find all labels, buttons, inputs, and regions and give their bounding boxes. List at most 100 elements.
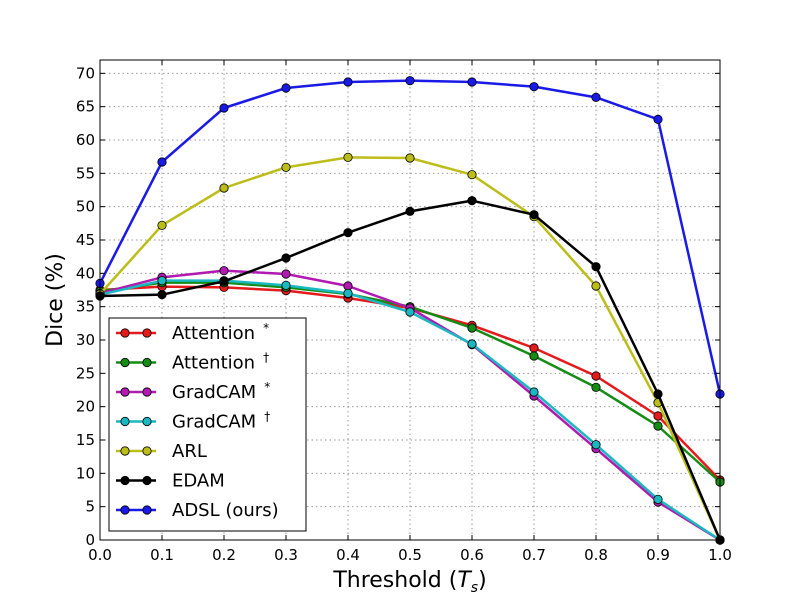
legend-label: GradCAM [172, 412, 256, 433]
y-tick-label: 10 [76, 464, 95, 482]
x-tick-label: 1.0 [708, 546, 732, 564]
legend-marker [120, 446, 130, 456]
data-point [281, 162, 291, 172]
legend-marker [142, 328, 152, 338]
legend-entry: ADSL (ours) [116, 500, 279, 521]
data-point [653, 411, 663, 421]
legend-marker [142, 446, 152, 456]
legend-marker [120, 328, 130, 338]
legend-marker [120, 475, 130, 486]
legend-entry: ARL [116, 441, 207, 462]
y-tick-label: 55 [76, 164, 95, 182]
data-point [219, 276, 229, 286]
data-point [343, 152, 353, 162]
legend-label: ADSL (ours) [172, 500, 279, 521]
data-point [653, 494, 663, 504]
legend-entry: GradCAM * [116, 380, 270, 403]
x-tick-label: 0.6 [460, 546, 484, 564]
series-6 [95, 76, 725, 399]
data-point [529, 343, 539, 353]
legend: Attention * Attention † GradCAM * GradCAM † ARL E… [108, 317, 307, 532]
data-point [529, 351, 539, 361]
legend-marker [120, 505, 130, 515]
data-point [343, 228, 353, 238]
data-point [343, 77, 353, 87]
data-point [157, 220, 167, 230]
legend-superscript: * [263, 321, 269, 335]
y-tick-label: 0 [85, 531, 95, 549]
x-axis-label-math-sub: s [471, 580, 478, 596]
legend-label: Attention [172, 323, 255, 344]
x-axis-label-text: Threshold [332, 568, 441, 593]
data-point [653, 389, 663, 399]
data-point [281, 269, 291, 279]
data-point [281, 253, 291, 263]
data-point [281, 83, 291, 93]
data-point [591, 382, 601, 392]
data-point [219, 266, 229, 276]
data-point [281, 280, 291, 290]
y-axis-label: Dice (%) [43, 253, 68, 347]
legend-label: GradCAM [172, 382, 256, 403]
legend-marker [120, 387, 130, 397]
data-point [529, 82, 539, 92]
legend-marker [142, 475, 152, 486]
data-point [157, 290, 167, 300]
y-tick-label: 5 [85, 498, 95, 516]
y-tick-label: 65 [76, 98, 95, 116]
data-point [653, 421, 663, 431]
x-tick-label: 0.5 [398, 546, 422, 564]
data-point [219, 183, 229, 193]
legend-marker [142, 387, 152, 397]
tick-labels: 0.0 0.1 0.2 0.3 0.4 0.5 0.6 0.7 0.8 0.9 1.0 0 5 10 15 2… [76, 64, 732, 564]
legend-box [108, 317, 307, 532]
data-point [591, 262, 601, 272]
y-tick-label: 20 [76, 398, 95, 416]
legend-marker [142, 505, 152, 515]
data-point [467, 339, 477, 349]
legend-marker [120, 416, 130, 427]
data-point [157, 157, 167, 167]
data-point [343, 288, 353, 298]
data-point [219, 103, 229, 113]
data-point [405, 153, 415, 163]
data-point [467, 170, 477, 180]
series-layer [95, 76, 725, 545]
x-tick-label: 0.0 [88, 546, 112, 564]
data-point [157, 276, 167, 286]
x-tick-label: 0.3 [274, 546, 298, 564]
y-tick-label: 15 [76, 431, 95, 449]
x-tick-label: 0.2 [212, 546, 236, 564]
y-tick-label: 35 [76, 298, 95, 316]
data-point [591, 371, 601, 381]
x-tick-label: 0.1 [150, 546, 174, 564]
legend-superscript: † [263, 351, 269, 365]
data-point [591, 440, 601, 450]
legend-label: EDAM [172, 471, 225, 492]
axis-ticks [99, 60, 721, 541]
data-point [591, 281, 601, 291]
x-axis-label: Threshold (Ts) [332, 568, 486, 596]
data-point [529, 387, 539, 397]
y-tick-label: 40 [76, 264, 95, 282]
y-tick-label: 45 [76, 231, 95, 249]
data-point [405, 76, 415, 86]
data-point [653, 114, 663, 124]
legend-marker [142, 416, 152, 427]
data-point [529, 210, 539, 220]
x-tick-label: 0.9 [646, 546, 670, 564]
data-point [467, 77, 477, 87]
data-point [405, 307, 415, 317]
data-point [405, 206, 415, 216]
legend-label: ARL [172, 441, 207, 462]
data-point [467, 323, 477, 333]
legend-entry: Attention * [116, 321, 269, 344]
legend-entry: EDAM [116, 471, 225, 492]
x-tick-label: 0.8 [584, 546, 608, 564]
data-point [591, 92, 601, 102]
y-tick-label: 30 [76, 331, 95, 349]
legend-label: Attention [172, 353, 255, 374]
legend-marker [120, 357, 130, 368]
legend-entry: GradCAM † [116, 410, 270, 433]
